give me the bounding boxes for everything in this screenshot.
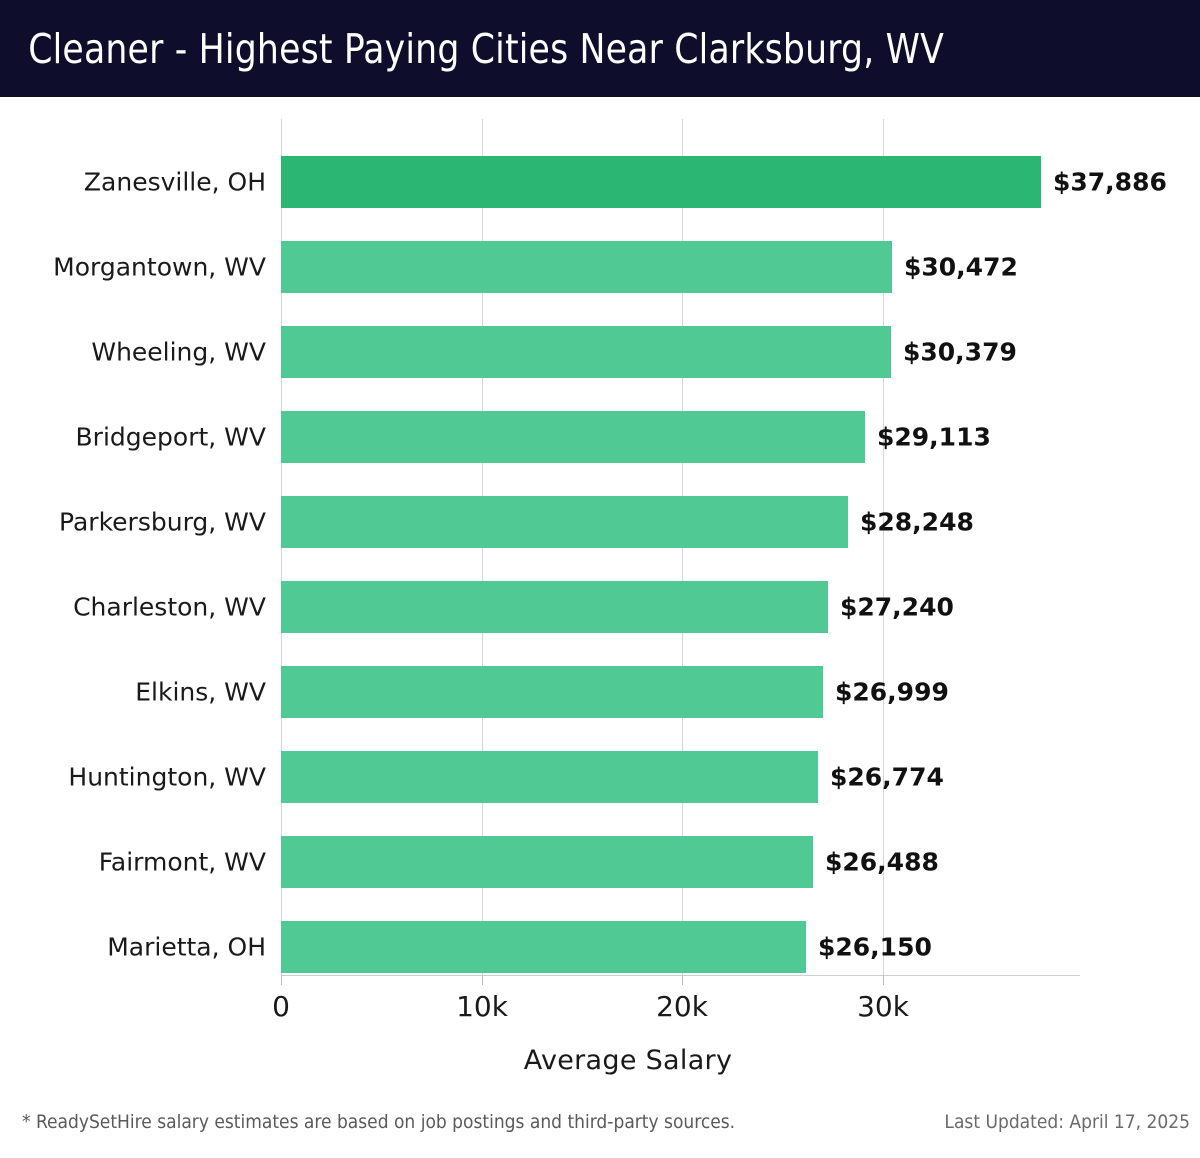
x-axis-title-label: Average Salary bbox=[523, 1045, 733, 1076]
x-tick-label: 30k bbox=[857, 990, 909, 1023]
x-tick-label: 20k bbox=[656, 990, 708, 1023]
x-tick-30k bbox=[883, 975, 884, 985]
category-label: Fairmont, WV bbox=[98, 847, 266, 877]
bar-value-label: $30,379 bbox=[903, 337, 1017, 367]
category-label: Marietta, OH bbox=[107, 932, 266, 962]
bar[interactable] bbox=[281, 666, 823, 718]
title-bar: Cleaner - Highest Paying Cities Near Cla… bbox=[0, 0, 1200, 97]
category-label: Elkins, WV bbox=[135, 677, 266, 707]
bar-row[interactable]: Parkersburg, WV $28,248 bbox=[0, 496, 1200, 548]
bar-row[interactable]: Bridgeport, WV $29,113 bbox=[0, 411, 1200, 463]
gridline-30k bbox=[883, 119, 884, 975]
category-label: Parkersburg, WV bbox=[59, 507, 266, 537]
bar[interactable] bbox=[281, 581, 828, 633]
category-label: Wheeling, WV bbox=[91, 337, 266, 367]
category-label: Huntington, WV bbox=[68, 762, 266, 792]
bar-row[interactable]: Wheeling, WV $30,379 bbox=[0, 326, 1200, 378]
bar-row[interactable]: Charleston, WV $27,240 bbox=[0, 581, 1200, 633]
x-axis-line bbox=[281, 975, 1080, 976]
x-tick-label: 10k bbox=[456, 990, 508, 1023]
bar-row[interactable]: Marietta, OH $26,150 bbox=[0, 921, 1200, 973]
bar[interactable] bbox=[281, 156, 1041, 208]
bar-row[interactable]: Morgantown, WV $30,472 bbox=[0, 241, 1200, 293]
bar-value-label: $26,774 bbox=[830, 762, 944, 792]
bar-value-label: $26,999 bbox=[835, 677, 949, 707]
bar[interactable] bbox=[281, 496, 848, 548]
category-label: Morgantown, WV bbox=[53, 252, 266, 282]
bar-row[interactable]: Fairmont, WV $26,488 bbox=[0, 836, 1200, 888]
bar-value-label: $37,886 bbox=[1053, 167, 1167, 197]
bar-value-label: $28,248 bbox=[860, 507, 974, 537]
category-label: Charleston, WV bbox=[73, 592, 266, 622]
x-tick-0 bbox=[281, 975, 282, 985]
bar[interactable] bbox=[281, 326, 891, 378]
footer: * ReadySetHire salary estimates are base… bbox=[0, 1097, 1200, 1158]
bar-value-label: $29,113 bbox=[877, 422, 991, 452]
bar[interactable] bbox=[281, 241, 892, 293]
x-tick-20k bbox=[682, 975, 683, 985]
page-title: Cleaner - Highest Paying Cities Near Cla… bbox=[28, 24, 944, 73]
x-axis-title: Average Salary bbox=[0, 1045, 1200, 1076]
category-label: Bridgeport, WV bbox=[75, 422, 266, 452]
bar[interactable] bbox=[281, 921, 806, 973]
bar-value-label: $30,472 bbox=[904, 252, 1018, 282]
footnote-text: * ReadySetHire salary estimates are base… bbox=[22, 1111, 736, 1133]
bar-value-label: $27,240 bbox=[840, 592, 954, 622]
bar[interactable] bbox=[281, 836, 813, 888]
bar-row[interactable]: Huntington, WV $26,774 bbox=[0, 751, 1200, 803]
x-tick-label: 0 bbox=[272, 990, 290, 1023]
last-updated-text: Last Updated: April 17, 2025 bbox=[944, 1111, 1190, 1133]
bar[interactable] bbox=[281, 751, 818, 803]
bar-value-label: $26,150 bbox=[818, 932, 932, 962]
bar-row[interactable]: Elkins, WV $26,999 bbox=[0, 666, 1200, 718]
bar[interactable] bbox=[281, 411, 865, 463]
category-label: Zanesville, OH bbox=[83, 167, 266, 197]
chart-plot-area: 0 10k 20k 30k Zanesville, OH $37,886 Morganto… bbox=[0, 97, 1200, 1097]
bar-row[interactable]: Zanesville, OH $37,886 bbox=[0, 156, 1200, 208]
bar-value-label: $26,488 bbox=[825, 847, 939, 877]
x-tick-10k bbox=[482, 975, 483, 985]
